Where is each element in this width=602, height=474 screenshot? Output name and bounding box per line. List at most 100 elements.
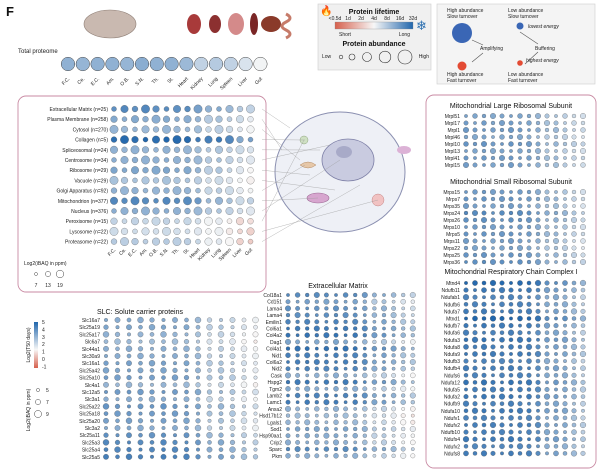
- compartment-cell: [141, 197, 150, 205]
- ecm-cell: [324, 292, 329, 298]
- mrpl-cell: [482, 163, 486, 167]
- complex1-cell: [463, 415, 469, 421]
- mrps-cell: [500, 253, 504, 257]
- mrpl-cell: [572, 163, 576, 167]
- lifetime-tick: 2d: [358, 16, 364, 22]
- mrpl-cell: [508, 162, 514, 168]
- compartment-cell: [132, 177, 138, 184]
- mrps-cell: [463, 245, 469, 251]
- compartment-cell: [141, 227, 150, 236]
- abundance-circle-1: [338, 54, 344, 60]
- complex1-cell: [580, 365, 586, 371]
- complex1-cell: [464, 352, 468, 356]
- compartment-cell: [236, 207, 244, 215]
- compartment-cell: [130, 145, 140, 155]
- mrps-cell: [517, 224, 523, 230]
- mrps-cell: [481, 189, 487, 195]
- complex1-row-label: Ndufb10: [441, 430, 460, 436]
- compartment-cell: [195, 238, 201, 245]
- mrpl-cell: [544, 113, 550, 119]
- slc-cell: [252, 346, 259, 352]
- complex1-cell: [490, 365, 496, 371]
- ecm-cell: [410, 419, 416, 425]
- leader-line: [261, 197, 319, 201]
- ecm-cell: [314, 406, 320, 412]
- compartment-cell: [131, 136, 139, 144]
- mrps-cell: [571, 252, 577, 258]
- lifetime-tick: 8d: [384, 16, 390, 22]
- slc-cell: [115, 433, 120, 438]
- mrpl-cell: [535, 148, 541, 154]
- slc-cell: [126, 411, 132, 417]
- slc-cell: [114, 367, 121, 373]
- ecm-cell: [401, 393, 406, 398]
- total-proteome-col-label: Lung: [207, 76, 219, 88]
- complex1-cell: [571, 393, 577, 400]
- slc-color-bar: [34, 322, 38, 368]
- slc-cell: [252, 352, 259, 360]
- slc-cell: [253, 339, 258, 344]
- slc-cell: [230, 418, 235, 424]
- slc-cell: [207, 418, 212, 423]
- ecm-cell: [304, 413, 310, 418]
- ecm-cell: [390, 392, 397, 399]
- mrps-cell: [527, 204, 531, 208]
- ecm-cell: [313, 426, 320, 432]
- compartment-cell: [173, 207, 181, 215]
- mrpl-cell: [562, 141, 568, 147]
- slc-color-tick: 3: [42, 335, 45, 341]
- mrpl-cell: [527, 128, 531, 132]
- ecm-cell: [362, 319, 368, 325]
- complex1-cell: [543, 393, 551, 400]
- ecm-cell: [381, 305, 387, 312]
- ecm-cell: [410, 372, 416, 379]
- complex1-cell: [572, 437, 576, 442]
- complex1-cell: [490, 379, 496, 385]
- lung-icon: [228, 13, 244, 35]
- complex1-cell: [572, 295, 576, 300]
- ecm-row-label: Nid2: [272, 367, 283, 373]
- complex1-cell: [563, 359, 567, 363]
- mrpl-cell: [553, 141, 559, 147]
- mrps-cell: [572, 204, 576, 208]
- ecm-row-label: Lamb2: [267, 394, 283, 400]
- slc-cell: [196, 375, 200, 380]
- mrps-cell: [535, 259, 541, 265]
- ecm-cell: [313, 292, 320, 298]
- total-proteome-col-label: O.B.: [119, 76, 130, 87]
- complex1-cell: [526, 429, 532, 435]
- mrps-cell: [518, 197, 522, 201]
- mrps-cell: [545, 253, 549, 257]
- compartment-row-label: Mitochondrion (n=377): [58, 199, 109, 205]
- mrps-cell: [562, 217, 568, 223]
- lifetime-tick: 1d: [345, 16, 351, 22]
- complex1-cell: [509, 352, 513, 356]
- total-proteome-col-label: Gut: [254, 76, 264, 86]
- complex1-cell: [482, 401, 486, 406]
- complex1-cell: [499, 401, 505, 406]
- total-proteome-cell: [238, 56, 253, 72]
- complex1-cell: [553, 415, 559, 421]
- ecm-cell: [314, 313, 319, 317]
- compartment-cell: [121, 146, 128, 153]
- arrow-line-4: [524, 51, 539, 65]
- mrps-cell: [535, 217, 541, 223]
- complex1-cell: [563, 394, 567, 399]
- slc-row-label: Slc12a5: [82, 390, 100, 396]
- ecm-cell: [324, 440, 329, 445]
- lifetime-color-bar: [334, 21, 414, 30]
- compartment-cell: [194, 218, 202, 225]
- mrpl-cell: [572, 128, 576, 132]
- complex1-row-label: Ndufb9: [444, 402, 460, 408]
- complex1-cell: [580, 436, 586, 442]
- mrpl-cell: [499, 120, 505, 126]
- complex1-cell: [490, 294, 496, 300]
- mrps-cell: [553, 238, 559, 244]
- ecm-row-label: Sparc: [269, 447, 283, 453]
- abundance-high-label: High: [419, 54, 430, 60]
- compartment-cell: [152, 228, 160, 235]
- ecm-cell: [362, 439, 368, 446]
- complex1-cell: [579, 421, 587, 429]
- slc-cell: [252, 454, 259, 460]
- compartment-cell: [215, 166, 223, 174]
